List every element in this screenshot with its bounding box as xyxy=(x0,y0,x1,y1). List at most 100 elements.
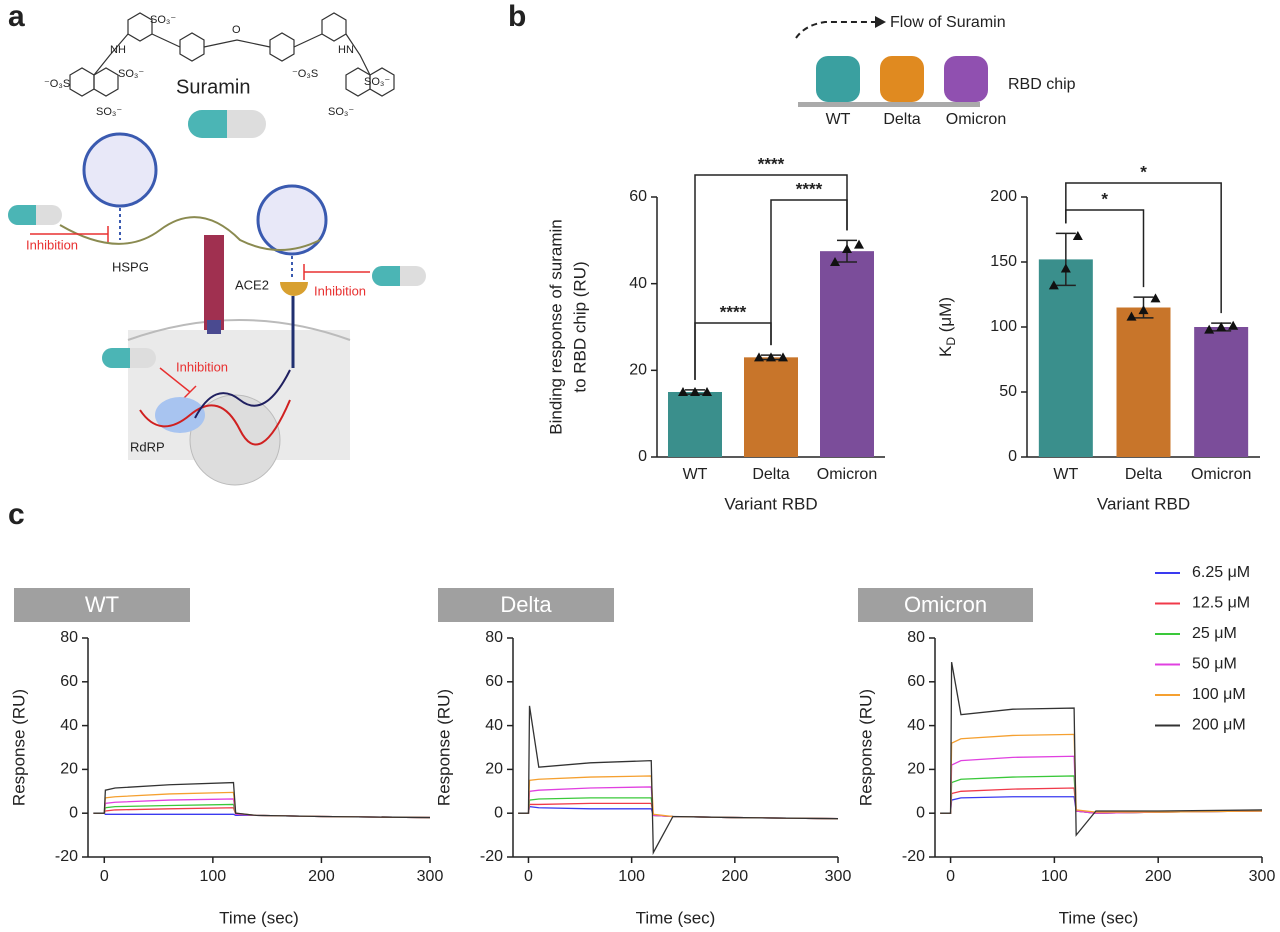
virus xyxy=(82,132,158,208)
x-tick-label: 100 xyxy=(1041,868,1068,885)
capsule xyxy=(8,205,62,225)
chip-label: RBD chip xyxy=(1008,76,1076,93)
inhibition-label: Inhibition xyxy=(176,359,228,374)
series-line xyxy=(940,733,1263,814)
chem-group: SO₃⁻ xyxy=(364,76,390,88)
x-tick-label: Delta xyxy=(1125,466,1162,483)
x-tick-label: WT xyxy=(1053,466,1078,483)
rbd-protein xyxy=(880,56,924,102)
series-line xyxy=(940,661,1263,837)
chart-title: WT xyxy=(85,592,119,617)
chart-title: Delta xyxy=(500,592,552,617)
significance-label: **** xyxy=(758,154,785,173)
data-point xyxy=(678,387,688,396)
y-tick-label: 80 xyxy=(485,629,503,646)
y-axis-label: KD (μM) xyxy=(936,297,958,357)
rna xyxy=(194,369,291,419)
x-tick-label: 200 xyxy=(1145,868,1172,885)
data-point xyxy=(1048,280,1059,290)
significance-label: * xyxy=(1140,162,1147,181)
hspg-chain xyxy=(59,216,321,251)
virus xyxy=(256,184,328,256)
x-tick-label: WT xyxy=(683,466,708,483)
inhibition-label: Inhibition xyxy=(314,283,366,298)
capsule xyxy=(188,110,266,138)
y-axis-label: Response (RU) xyxy=(434,689,453,806)
x-tick-label: Delta xyxy=(752,466,789,483)
receptor xyxy=(204,235,224,330)
data-point xyxy=(1228,320,1239,330)
y-tick-label: 40 xyxy=(629,275,647,292)
y-tick-label: -20 xyxy=(902,848,925,865)
data-point xyxy=(1138,305,1149,315)
x-axis-label: Time (sec) xyxy=(219,908,299,927)
data-point xyxy=(1204,324,1215,334)
x-tick-label: 100 xyxy=(618,868,645,885)
nucleus xyxy=(189,394,281,486)
receptor xyxy=(207,320,221,334)
data-point xyxy=(766,352,776,362)
y-axis-label: Binding response of suramin xyxy=(546,219,565,434)
chem-group: NH xyxy=(110,44,126,56)
flow-arrow xyxy=(795,21,875,39)
y-axis-label: to RBD chip (RU) xyxy=(570,261,589,392)
capsule xyxy=(372,266,426,286)
data-point xyxy=(830,257,840,266)
x-tick-label: 0 xyxy=(100,868,109,885)
chem-group: HN xyxy=(338,44,354,56)
flow-label: Flow of Suramin xyxy=(890,14,1006,31)
data-point xyxy=(1126,311,1137,321)
series-line xyxy=(93,781,431,819)
bar xyxy=(820,251,874,457)
chem-group: SO₃⁻ xyxy=(328,106,354,118)
membrane xyxy=(127,319,351,341)
data-point xyxy=(702,387,712,396)
rbd-protein xyxy=(944,56,988,102)
y-tick-label: 50 xyxy=(999,383,1017,400)
chip-variant: Delta xyxy=(883,111,920,128)
legend-label: 100 μM xyxy=(1192,686,1246,703)
y-tick-label: 20 xyxy=(907,761,925,778)
x-tick-label: Omicron xyxy=(817,466,877,483)
ace2-label: ACE2 xyxy=(235,277,269,292)
chip-variant: WT xyxy=(826,111,851,128)
chem-group: SO₃⁻ xyxy=(150,14,176,26)
panel-label: c xyxy=(8,498,25,531)
x-axis-label: Variant RBD xyxy=(1097,494,1190,513)
x-axis-label: Time (sec) xyxy=(636,908,716,927)
inhibition-label: Inhibition xyxy=(26,237,78,252)
error-bar xyxy=(1055,232,1076,287)
data-point xyxy=(842,244,852,253)
y-tick-label: -20 xyxy=(55,848,78,865)
x-tick-label: 200 xyxy=(308,868,335,885)
drug-name: Suramin xyxy=(176,76,250,98)
y-tick-label: 100 xyxy=(990,318,1017,335)
y-tick-label: -20 xyxy=(480,848,503,865)
y-tick-label: 150 xyxy=(990,253,1017,270)
y-axis-label-part: (μM) xyxy=(936,297,955,337)
legend-label: 12.5 μM xyxy=(1192,595,1250,612)
panel-label: a xyxy=(8,0,25,33)
series-line xyxy=(518,775,839,820)
hspg-label: HSPG xyxy=(112,259,149,274)
series-line xyxy=(940,775,1263,814)
bar xyxy=(668,392,722,457)
capsule xyxy=(102,348,156,368)
panel-label: b xyxy=(508,0,526,33)
x-axis-label: Variant RBD xyxy=(724,494,817,513)
y-axis-label-part: K xyxy=(936,345,955,357)
y-tick-label: 0 xyxy=(69,804,78,821)
x-tick-label: 300 xyxy=(825,868,852,885)
legend-label: 200 μM xyxy=(1192,717,1246,734)
y-tick-label: 40 xyxy=(60,717,78,734)
y-tick-label: 0 xyxy=(916,804,925,821)
bar xyxy=(1038,259,1093,457)
y-axis-label-sub: D xyxy=(944,337,958,346)
y-tick-label: 60 xyxy=(485,673,503,690)
flow-arrow xyxy=(875,16,886,28)
significance-label: * xyxy=(1101,189,1108,208)
y-tick-label: 20 xyxy=(485,761,503,778)
chip-surface xyxy=(798,102,980,107)
significance-label: **** xyxy=(796,179,823,198)
